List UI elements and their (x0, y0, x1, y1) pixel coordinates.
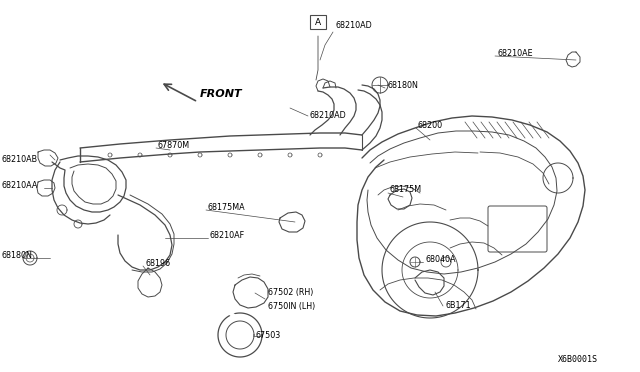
Text: 68180N: 68180N (388, 81, 419, 90)
Text: 6B171: 6B171 (445, 301, 470, 311)
Text: FRONT: FRONT (200, 89, 243, 99)
Text: 67870M: 67870M (158, 141, 190, 151)
Text: 68175M: 68175M (390, 186, 422, 195)
Text: 67503: 67503 (255, 331, 280, 340)
Text: 68175MA: 68175MA (208, 203, 246, 212)
Text: 67502 (RH): 67502 (RH) (268, 288, 314, 296)
Text: 68210AE: 68210AE (498, 48, 534, 58)
Text: 68210AB: 68210AB (2, 155, 38, 164)
Text: 68210AF: 68210AF (210, 231, 245, 241)
Text: 68196: 68196 (145, 259, 170, 267)
Text: 68210AD: 68210AD (310, 112, 347, 121)
Text: 6750IN (LH): 6750IN (LH) (268, 301, 316, 311)
FancyBboxPatch shape (310, 15, 326, 29)
Text: 68210AD: 68210AD (335, 22, 372, 31)
Text: A: A (315, 18, 321, 27)
Text: 68200: 68200 (418, 122, 443, 131)
Text: 68040A: 68040A (425, 256, 456, 264)
Text: X6B0001S: X6B0001S (558, 356, 598, 365)
Text: 68210AA: 68210AA (2, 182, 38, 190)
Text: 68180N: 68180N (2, 251, 33, 260)
